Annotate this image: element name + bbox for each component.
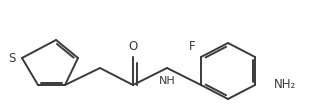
Text: NH: NH	[159, 76, 175, 86]
Text: NH₂: NH₂	[274, 79, 296, 91]
Text: F: F	[189, 39, 195, 53]
Text: S: S	[8, 51, 16, 65]
Text: O: O	[128, 39, 138, 53]
